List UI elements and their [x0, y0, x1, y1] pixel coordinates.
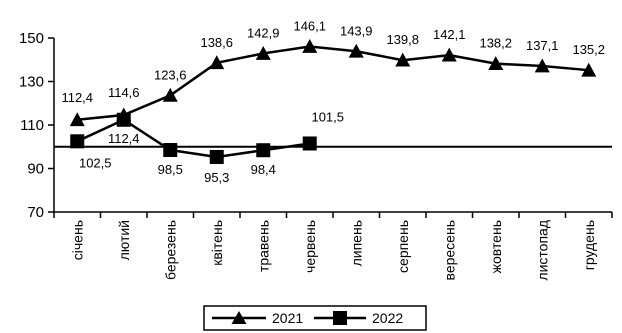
data-label-2021: 143,9: [340, 23, 373, 38]
y-tick-label: 90: [27, 161, 44, 178]
data-point-2021: [255, 45, 271, 60]
data-label-2022: 102,5: [79, 155, 112, 170]
data-point-2021: [441, 47, 457, 62]
y-tick-label: 130: [19, 74, 44, 91]
data-label-2021: 146,1: [293, 18, 326, 33]
series-line-2022: [76, 118, 310, 159]
x-tick-label: серпень: [395, 220, 411, 273]
data-point-2021: [488, 56, 504, 71]
data-point-2021: [162, 87, 178, 102]
legend-label-2022: 2022: [372, 310, 403, 326]
data-label-2021: 142,9: [247, 25, 280, 40]
x-tick-label: липень: [348, 220, 364, 266]
data-point-2021: [302, 38, 318, 53]
data-label-2021: 135,2: [572, 42, 605, 57]
y-tick-label: 110: [20, 117, 44, 134]
legend-marker-2021: [231, 311, 247, 324]
series-line-2021: [77, 45, 589, 122]
data-point-2022: [256, 143, 271, 158]
x-tick-label: січень: [69, 220, 85, 260]
data-label-2021: 114,6: [108, 85, 140, 100]
data-point-2021: [69, 112, 85, 127]
data-point-2021: [395, 52, 411, 67]
legend: 2021 2022: [203, 305, 427, 331]
x-tick-label: грудень: [581, 220, 597, 270]
legend-label-2021: 2021: [272, 310, 303, 326]
x-tick-label: квітень: [209, 220, 225, 266]
x-tick-label: вересень: [441, 220, 457, 280]
x-tick-label: листопад: [534, 220, 550, 281]
data-point-2021: [209, 55, 225, 70]
data-label-2022: 101,5: [311, 109, 344, 124]
data-point-2021: [581, 62, 597, 77]
data-point-2021: [534, 58, 550, 73]
data-label-2021: 112,4: [61, 90, 93, 105]
x-tick-label: червень: [302, 220, 318, 273]
x-tick-label: травень: [255, 220, 271, 272]
data-label-2021: 138,2: [479, 36, 512, 51]
data-label-2022: 98,5: [158, 162, 183, 177]
data-point-2021: [348, 43, 364, 58]
data-point-2022: [116, 112, 131, 127]
x-tick-label: лютий: [116, 220, 132, 260]
data-label-2021: 139,8: [386, 32, 419, 47]
data-point-2022: [163, 143, 178, 158]
data-label-2022: 112,4: [108, 131, 140, 146]
data-point-2022: [302, 136, 317, 151]
x-tick-label: березень: [162, 220, 178, 280]
plot-area: 70 90 110 130 150 січень лютий березень квітень т…: [19, 18, 613, 281]
data-label-2021: 138,6: [200, 35, 233, 50]
y-tick-label: 70: [27, 204, 44, 221]
data-label-2022: 95,3: [204, 170, 229, 185]
data-label-2021: 142,1: [433, 27, 466, 42]
legend-marker-2022: [333, 311, 347, 325]
data-point-2022: [209, 149, 224, 164]
x-tick-label: жовтень: [488, 220, 504, 273]
data-label-2021: 123,6: [154, 67, 187, 82]
data-point-2022: [70, 134, 85, 149]
data-label-2021: 137,1: [526, 38, 559, 53]
y-tick-label: 150: [19, 30, 44, 47]
data-label-2022: 98,4: [251, 162, 276, 177]
